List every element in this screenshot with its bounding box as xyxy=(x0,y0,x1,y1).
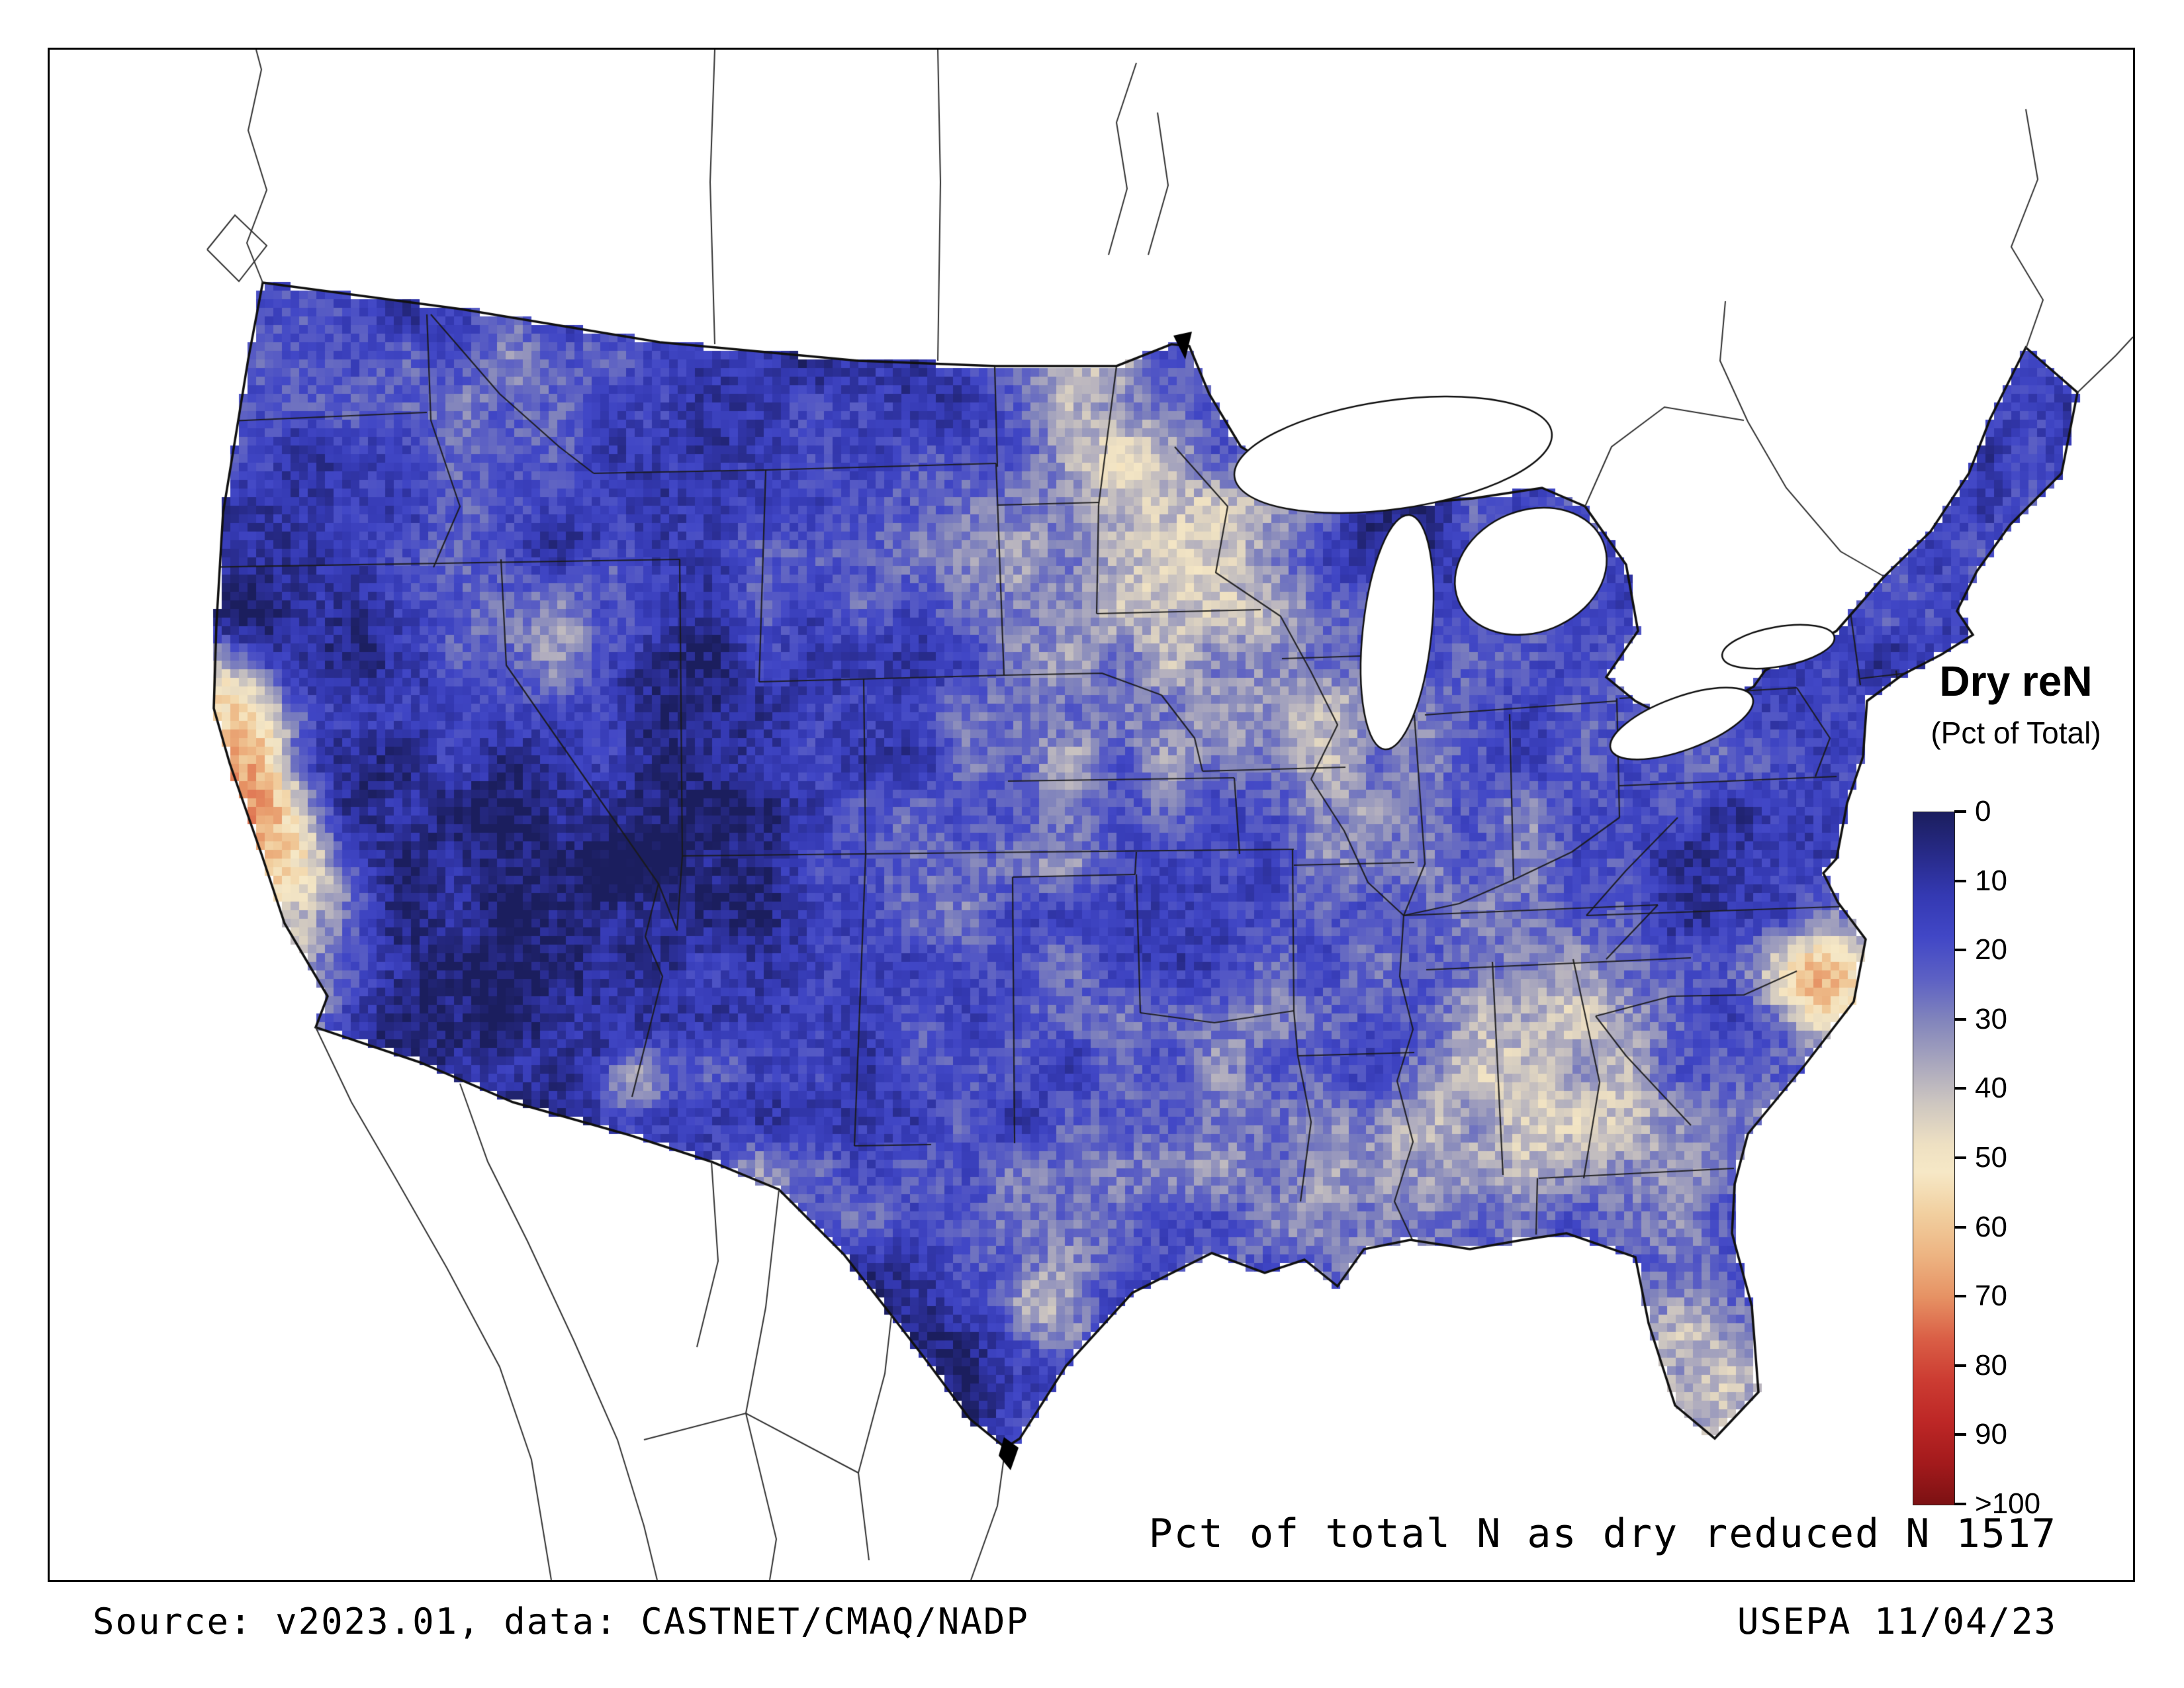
colorbar: 0 10 20 30 40 50 60 70 80 90 >100 xyxy=(1913,795,2138,1520)
colorbar-tick-label: 70 xyxy=(1975,1280,2007,1313)
plot-frame xyxy=(48,48,2135,1582)
source-note: Source: v2023.01, data: CASTNET/CMAQ/NAD… xyxy=(93,1601,1029,1642)
colorbar-tick-label: 80 xyxy=(1975,1348,2007,1382)
us-deposition-map xyxy=(50,50,2133,1580)
colorbar-tick-mark xyxy=(1954,1364,1966,1367)
colorbar-tick-label: 0 xyxy=(1975,795,1991,827)
colorbar-tick-label: 10 xyxy=(1975,864,2007,897)
map-caption: Pct of total N as dry reduced N 1517 xyxy=(1148,1511,2057,1557)
colorbar-tick-label: 30 xyxy=(1975,1002,2007,1035)
colorbar-tick-label: 60 xyxy=(1975,1210,2007,1243)
colorbar-tick-mark xyxy=(1954,810,1966,813)
colorbar-gradient xyxy=(1913,812,1955,1505)
colorbar-tick-label: 40 xyxy=(1975,1072,2007,1105)
colorbar-tick-mark xyxy=(1954,1156,1966,1159)
legend: Dry reN (Pct of Total) 0 10 20 30 40 50 60 70 80… xyxy=(1877,657,2155,1544)
legend-title: Dry reN xyxy=(1939,657,2093,705)
colorbar-tick-mark xyxy=(1954,1087,1966,1090)
credit-note: USEPA 11/04/23 xyxy=(1737,1601,2057,1642)
colorbar-tick-mark xyxy=(1954,1225,1966,1229)
legend-subtitle: (Pct of Total) xyxy=(1931,716,2101,750)
colorbar-tick-mark xyxy=(1954,879,1966,882)
colorbar-tick-mark xyxy=(1954,949,1966,952)
colorbar-tick-mark xyxy=(1954,1017,1966,1021)
colorbar-tick-label: 90 xyxy=(1975,1418,2007,1451)
colorbar-tick-mark xyxy=(1954,1503,1966,1505)
colorbar-tick-label: 20 xyxy=(1975,933,2007,966)
colorbar-tick-mark xyxy=(1954,1433,1966,1436)
colorbar-tick-label: >100 xyxy=(1975,1487,2041,1520)
colorbar-tick-mark xyxy=(1954,1295,1966,1298)
colorbar-tick-label: 50 xyxy=(1975,1141,2007,1174)
